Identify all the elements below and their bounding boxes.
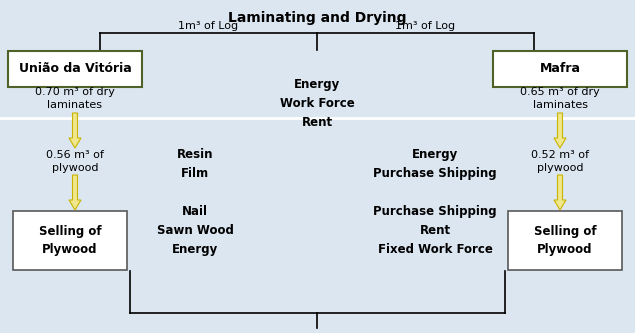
FancyBboxPatch shape bbox=[13, 211, 127, 270]
Text: 1m³ of Log: 1m³ of Log bbox=[178, 21, 239, 31]
Text: Energy
Work Force
Rent: Energy Work Force Rent bbox=[279, 78, 354, 129]
Text: 0.65 m³ of dry
laminates: 0.65 m³ of dry laminates bbox=[520, 87, 600, 110]
FancyArrow shape bbox=[554, 175, 566, 210]
FancyBboxPatch shape bbox=[8, 51, 142, 87]
Text: Mafra: Mafra bbox=[540, 63, 580, 76]
Text: Selling of
Plywood: Selling of Plywood bbox=[39, 225, 102, 256]
FancyArrow shape bbox=[554, 113, 566, 148]
FancyBboxPatch shape bbox=[508, 211, 622, 270]
FancyBboxPatch shape bbox=[493, 51, 627, 87]
FancyArrow shape bbox=[69, 113, 81, 148]
Text: 0.56 m³ of
plywood: 0.56 m³ of plywood bbox=[46, 150, 104, 173]
Text: Selling of
Plywood: Selling of Plywood bbox=[533, 225, 596, 256]
Text: 1m³ of Log: 1m³ of Log bbox=[396, 21, 455, 31]
Text: União da Vitória: União da Vitória bbox=[18, 63, 131, 76]
Text: Purchase Shipping
Rent
Fixed Work Force: Purchase Shipping Rent Fixed Work Force bbox=[373, 205, 497, 256]
Text: Nail
Sawn Wood
Energy: Nail Sawn Wood Energy bbox=[157, 205, 234, 256]
Text: 0.70 m³ of dry
laminates: 0.70 m³ of dry laminates bbox=[35, 87, 115, 110]
FancyArrow shape bbox=[69, 175, 81, 210]
Text: Energy
Purchase Shipping: Energy Purchase Shipping bbox=[373, 148, 497, 180]
Text: Resin
Film: Resin Film bbox=[177, 148, 213, 180]
Text: Laminating and Drying: Laminating and Drying bbox=[228, 11, 407, 25]
Text: 0.52 m³ of
plywood: 0.52 m³ of plywood bbox=[531, 150, 589, 173]
